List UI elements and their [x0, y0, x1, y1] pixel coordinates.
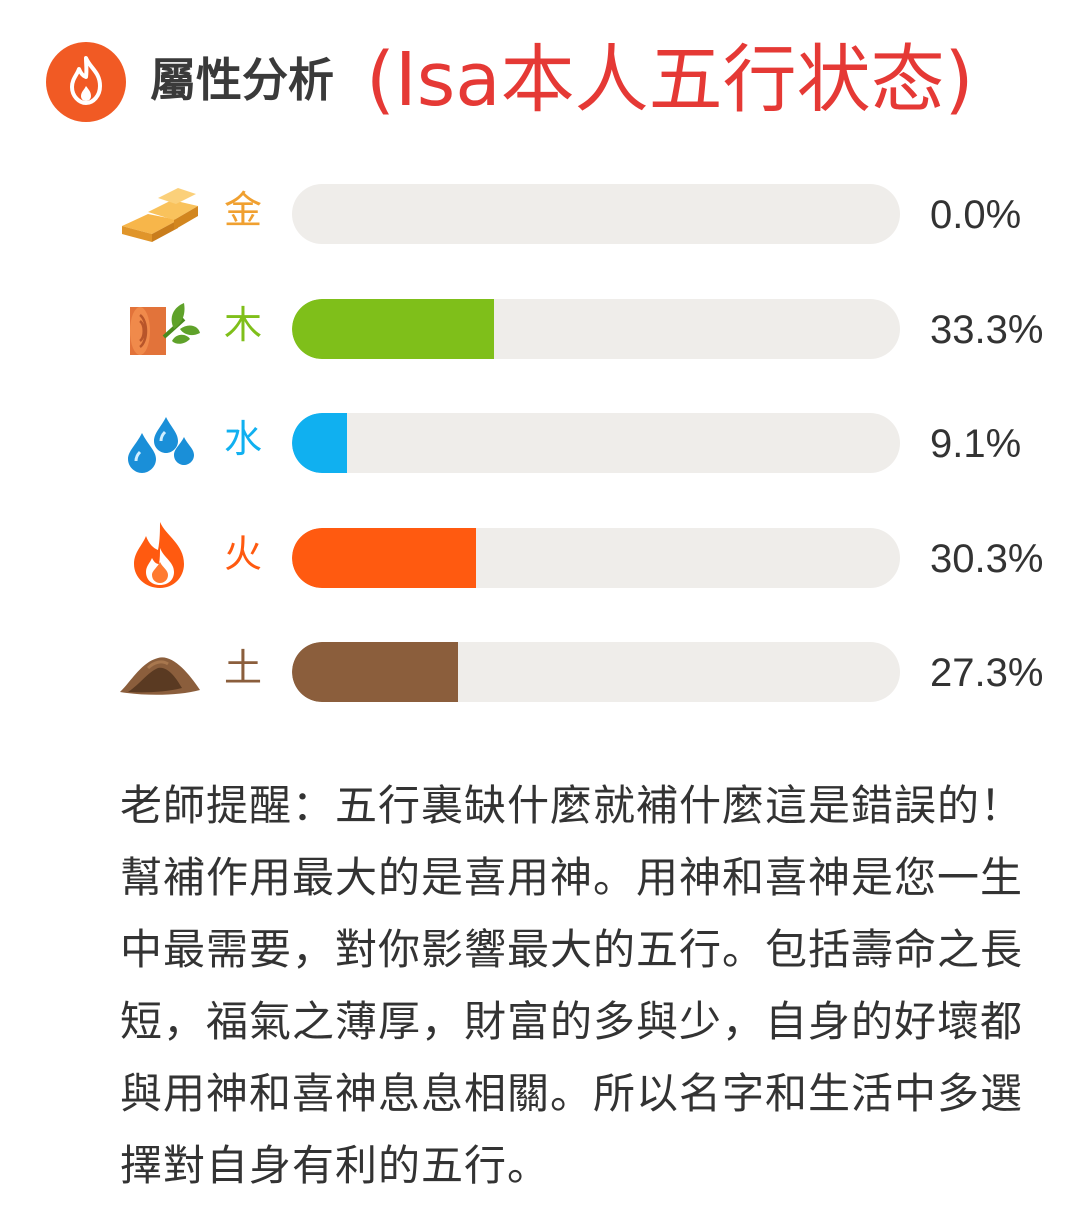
- bar-row: 土 27.3%: [0, 618, 1080, 718]
- value-label: 27.3%: [930, 651, 1044, 695]
- bar: [292, 527, 477, 588]
- value-label: 0.0%: [930, 193, 1022, 237]
- wood-log-icon: [118, 289, 202, 361]
- value-label: 9.1%: [930, 422, 1022, 466]
- bar: [292, 298, 495, 359]
- category-label: 水: [223, 417, 262, 461]
- title-note: (Isa本人五行状态): [366, 37, 974, 123]
- bar: [292, 413, 348, 473]
- water-drops-icon: [118, 403, 202, 475]
- value-label: 33.3%: [930, 307, 1044, 352]
- bar-track: [292, 298, 900, 359]
- bar-row: 水 9.1%: [0, 389, 1080, 489]
- bar-track: [292, 527, 900, 588]
- teacher-tip-text: 老師提醒：五行裏缺什麼就補什麼這是錯誤的！幫補作用最大的是喜用神。用神和喜神是您…: [120, 781, 1024, 1190]
- category-label: 火: [223, 531, 262, 576]
- bar-track: [292, 413, 900, 473]
- header: 屬性分析 (Isa本人五行状态): [46, 28, 1066, 140]
- bar: [292, 642, 458, 702]
- bar-row: 木 33.3%: [0, 275, 1080, 375]
- bar-track: [292, 642, 900, 702]
- category-label: 金: [223, 188, 262, 232]
- fire-icon: [118, 518, 202, 590]
- bar-track: [292, 184, 900, 244]
- category-label: 木: [223, 302, 262, 347]
- page-title: 屬性分析: [150, 53, 334, 107]
- bar-row: 金 0.0%: [0, 160, 1080, 260]
- five-elements-bar-chart: 金 0.0% 木 33.3% 水 9.1% 火 30.3% 土 27.3%: [0, 160, 1080, 740]
- earth-mound-icon: [118, 632, 202, 704]
- gold-bars-icon: [118, 174, 202, 246]
- flame-icon: [46, 42, 126, 122]
- category-label: 土: [223, 646, 262, 690]
- value-label: 30.3%: [930, 536, 1044, 581]
- bar-row: 火 30.3%: [0, 504, 1080, 604]
